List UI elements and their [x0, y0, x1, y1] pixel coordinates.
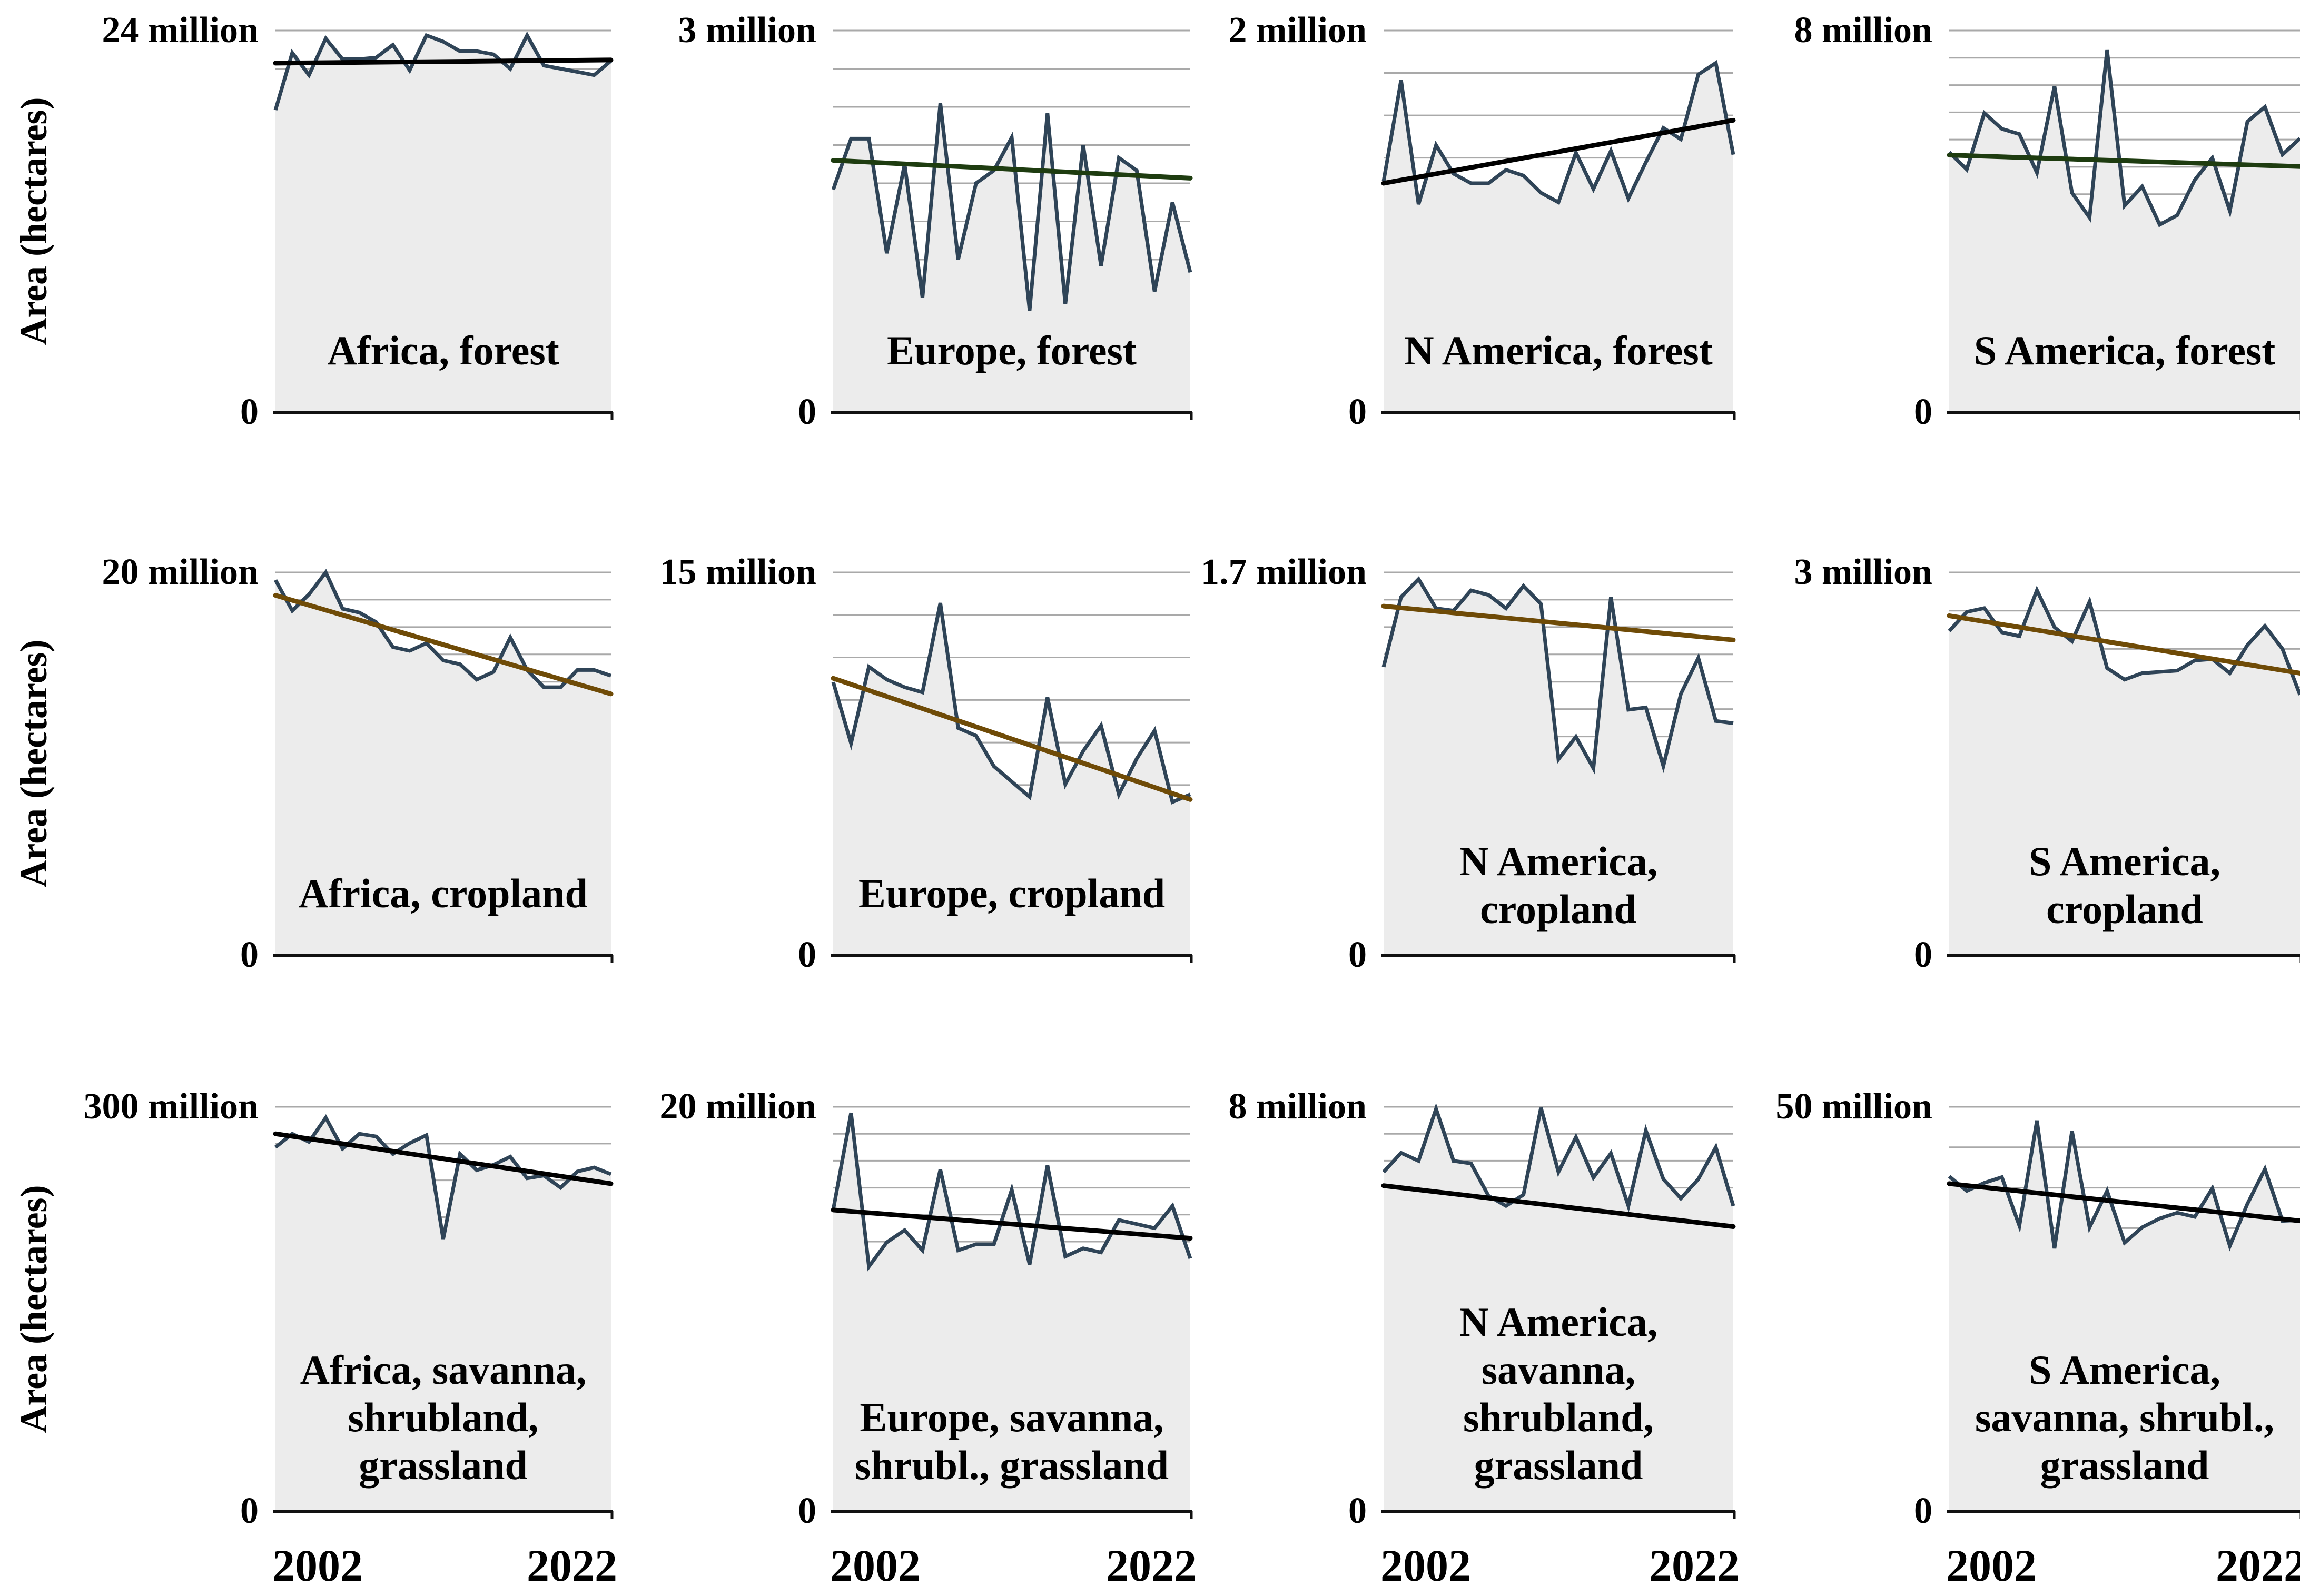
- chart-canvas: [1947, 29, 2300, 420]
- yzero-label: 0: [798, 392, 816, 432]
- yzero-label: 0: [1348, 392, 1367, 432]
- chart-europe-savanna: Europe, savanna, shrubl., grassland: [831, 1106, 1193, 1519]
- ymax-label: 8 million: [1228, 1086, 1367, 1127]
- chart-europe-cropland: Europe, cropland: [831, 571, 1193, 963]
- chart-namerica-forest: N America, forest: [1381, 29, 1736, 420]
- ymax-label: 8 million: [1794, 10, 1932, 51]
- x-start-label-col1: 2002: [272, 1540, 363, 1591]
- chart-canvas: [273, 29, 614, 420]
- ymax-label: 2 million: [1228, 10, 1367, 51]
- chart-canvas: [1381, 1103, 1736, 1519]
- yzero-label: 0: [798, 935, 816, 975]
- ymax-label: 1.7 million: [1200, 552, 1367, 592]
- yzero-label: 0: [240, 1491, 259, 1531]
- chart-canvas: [831, 1106, 1193, 1519]
- chart-namerica-savanna: N America, savanna, shrubland, grassland: [1381, 1103, 1736, 1519]
- chart-samerica-forest: S America, forest: [1947, 29, 2300, 420]
- chart-title: Europe, savanna, shrubl., grassland: [854, 1394, 1169, 1488]
- ymax-label: 3 million: [1794, 552, 1932, 592]
- ymax-label: 3 million: [678, 10, 816, 51]
- y-axis-title-row2: Area (hectares): [13, 639, 55, 888]
- ymax-label: 20 million: [102, 552, 259, 592]
- chart-canvas: [1947, 1106, 2300, 1519]
- ymax-label: 20 million: [659, 1086, 816, 1127]
- chart-samerica-savanna: S America, savanna, shrubl., grassland: [1947, 1106, 2300, 1519]
- yzero-label: 0: [1348, 1491, 1367, 1531]
- chart-canvas: [1381, 571, 1736, 963]
- x-end-label-col2: 2022: [1106, 1540, 1197, 1591]
- x-end-label-col4: 2022: [2216, 1540, 2300, 1591]
- chart-namerica-cropland: N America, cropland: [1381, 571, 1736, 963]
- x-start-label-col2: 2002: [830, 1540, 921, 1591]
- x-end-label-col3: 2022: [1649, 1540, 1740, 1591]
- yzero-label: 0: [1914, 392, 1932, 432]
- chart-title: Europe, cropland: [858, 870, 1166, 916]
- yzero-label: 0: [240, 935, 259, 975]
- x-end-label-col1: 2022: [527, 1540, 617, 1591]
- chart-title: N America, savanna, shrubland, grassland: [1459, 1299, 1658, 1488]
- chart-africa-savanna: Africa, savanna, shrubland, grassland: [273, 1106, 614, 1519]
- x-start-label-col3: 2002: [1380, 1540, 1471, 1591]
- chart-title: S America, forest: [1973, 327, 2276, 373]
- ymax-label: 24 million: [102, 10, 259, 51]
- chart-canvas: [273, 569, 614, 963]
- ymax-label: 300 million: [83, 1086, 259, 1127]
- chart-europe-forest: Europe, forest: [831, 29, 1193, 420]
- chart-canvas: [831, 29, 1193, 420]
- chart-title: N America, forest: [1404, 327, 1713, 373]
- y-axis-title-row3: Area (hectares): [13, 1185, 55, 1433]
- chart-africa-cropland: Africa, cropland: [273, 569, 614, 963]
- yzero-label: 0: [1914, 935, 1932, 975]
- ymax-label: 50 million: [1775, 1086, 1932, 1127]
- chart-title: N America, cropland: [1459, 838, 1658, 932]
- chart-canvas: [273, 1106, 614, 1519]
- chart-title: Africa, savanna, shrubland, grassland: [300, 1346, 587, 1488]
- chart-samerica-cropland: S America, cropland: [1947, 571, 2300, 963]
- chart-title: Africa, cropland: [299, 870, 588, 916]
- chart-title: S America, cropland: [2029, 838, 2220, 932]
- yzero-label: 0: [240, 392, 259, 432]
- chart-africa-forest: Africa, forest: [273, 29, 614, 420]
- ymax-label: 15 million: [659, 552, 816, 592]
- yzero-label: 0: [798, 1491, 816, 1531]
- chart-title: Africa, forest: [327, 327, 559, 373]
- chart-canvas: [1381, 29, 1736, 420]
- chart-title: Europe, forest: [887, 327, 1137, 373]
- yzero-label: 0: [1348, 935, 1367, 975]
- chart-canvas: [1947, 571, 2300, 963]
- yzero-label: 0: [1914, 1491, 1932, 1531]
- chart-canvas: [831, 571, 1193, 963]
- x-start-label-col4: 2002: [1946, 1540, 2037, 1591]
- chart-title: S America, savanna, shrubl., grassland: [1975, 1346, 2274, 1488]
